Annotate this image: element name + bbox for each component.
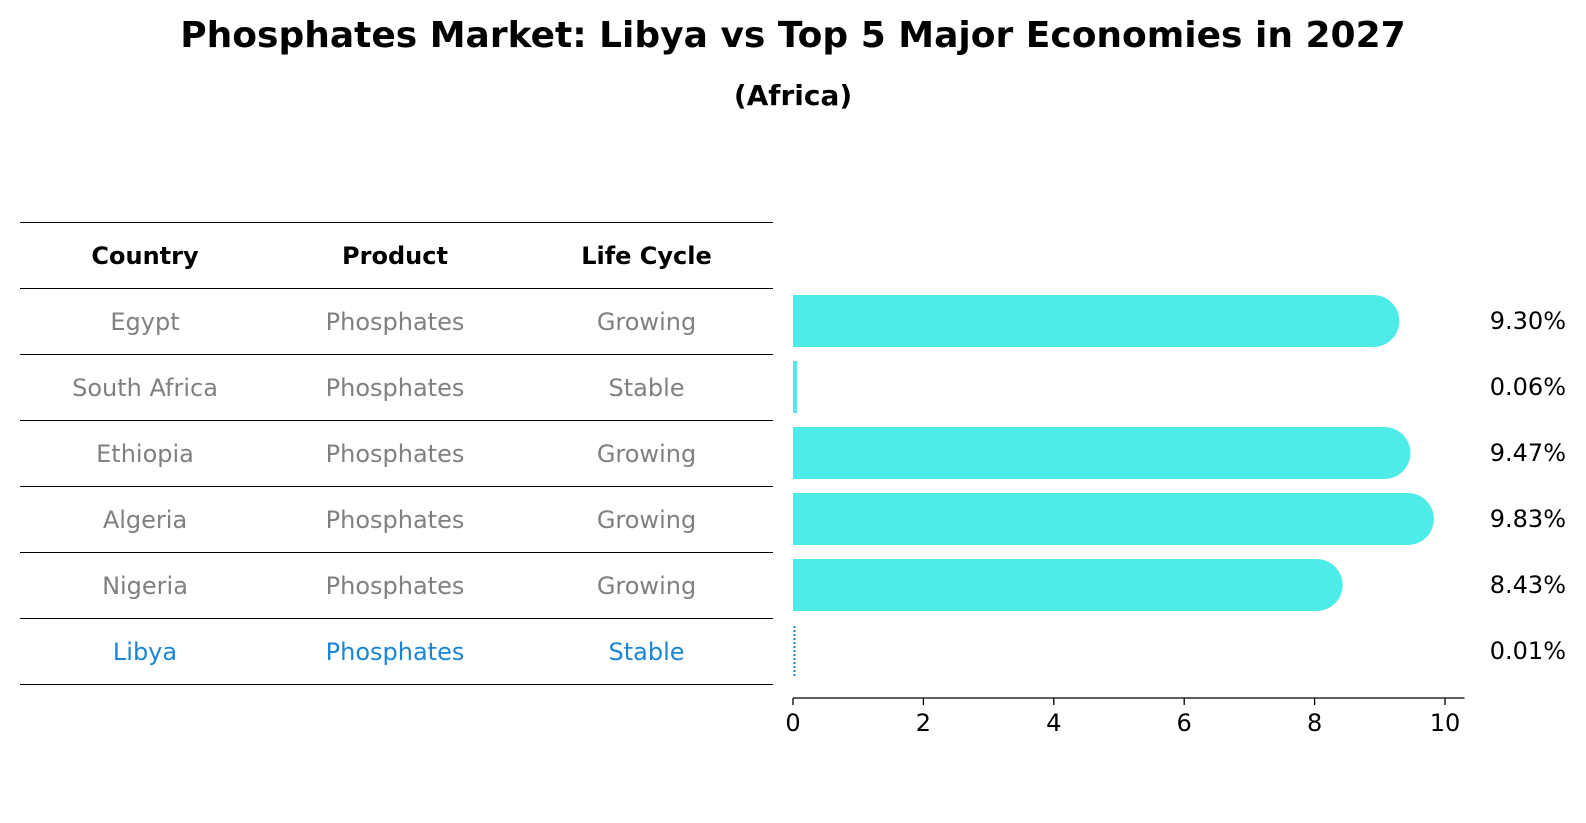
table-row-highlight: Libya Phosphates Stable [20,618,773,685]
bar-nigeria [793,559,1343,611]
cell-life-cycle: Stable [520,618,773,685]
cell-country: Egypt [20,288,270,355]
cell-product: Phosphates [270,552,520,619]
cell-country: South Africa [20,354,270,421]
cell-life-cycle: Growing [520,486,773,553]
bar-south-africa [793,361,797,413]
x-tick-label: 0 [785,709,800,737]
value-label: 0.06% [1490,373,1566,401]
bar-ethiopia [793,427,1411,479]
table-header-row: Country Product Life Cycle [20,222,773,289]
cell-country: Ethiopia [20,420,270,487]
market-table: Country Product Life Cycle Egypt Phospha… [20,222,773,685]
table-row: Egypt Phosphates Growing [20,288,773,355]
cell-product: Phosphates [270,486,520,553]
cell-life-cycle: Growing [520,420,773,487]
cell-product: Phosphates [270,420,520,487]
cell-country: Libya [20,618,270,685]
column-header-life-cycle: Life Cycle [520,222,773,289]
cell-country: Algeria [20,486,270,553]
table-row: Nigeria Phosphates Growing [20,552,773,619]
value-label: 9.30% [1490,307,1566,335]
table-row: South Africa Phosphates Stable [20,354,773,421]
value-label: 0.01% [1490,637,1566,665]
value-label: 9.83% [1490,505,1566,533]
cell-product: Phosphates [270,288,520,355]
table-row: Algeria Phosphates Growing [20,486,773,553]
value-label: 8.43% [1490,571,1566,599]
x-tick-label: 4 [1046,709,1061,737]
column-header-country: Country [20,222,270,289]
chart-subtitle: (Africa) [733,79,853,112]
x-tick-label: 8 [1307,709,1322,737]
cell-product: Phosphates [270,354,520,421]
bar-egypt [793,295,1400,347]
cell-life-cycle: Growing [520,552,773,619]
bar-algeria [793,493,1434,545]
column-header-product: Product [270,222,520,289]
cell-product: Phosphates [270,618,520,685]
x-tick-label: 10 [1430,709,1461,737]
chart-title: Phosphates Market: Libya vs Top 5 Major … [180,15,1406,56]
cell-life-cycle: Stable [520,354,773,421]
cell-country: Nigeria [20,552,270,619]
x-tick-label: 6 [1177,709,1192,737]
value-label: 9.47% [1490,439,1566,467]
table-row: Ethiopia Phosphates Growing [20,420,773,487]
cell-life-cycle: Growing [520,288,773,355]
x-tick-label: 2 [916,709,931,737]
